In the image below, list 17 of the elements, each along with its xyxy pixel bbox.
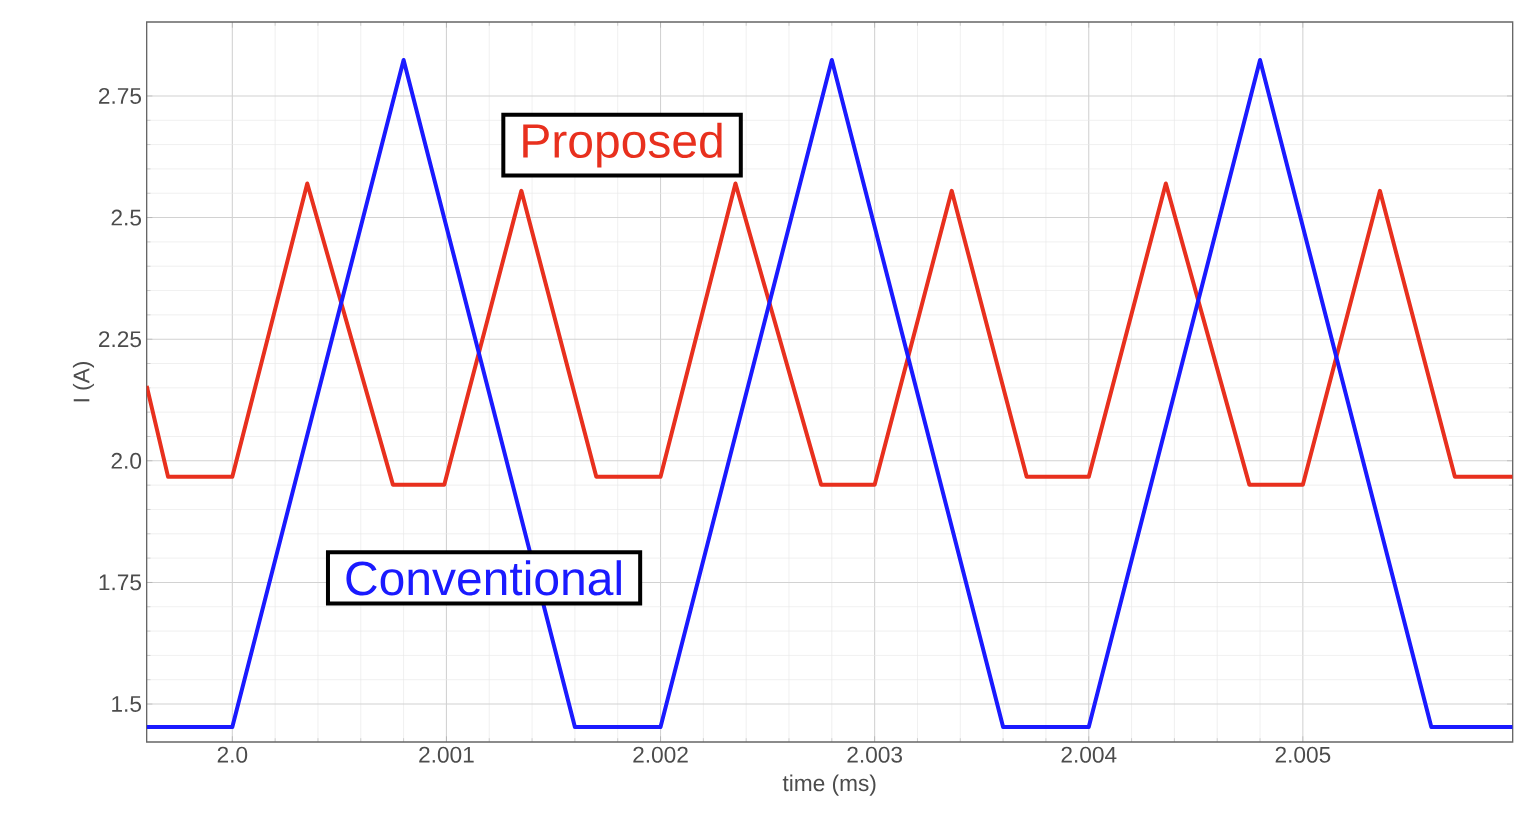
y-tick-label: 1.5 (112, 696, 142, 712)
line-series (146, 181, 1513, 487)
x-tick-label: 2.0 (217, 746, 248, 763)
y-tick-label: 2.0 (111, 452, 142, 469)
y-tick-label: 2.5 (111, 209, 142, 226)
x-axis-title: time (ms) (782, 774, 876, 796)
x-tick-label: 2.004 (1061, 746, 1117, 763)
series-label: Proposed (523, 122, 722, 168)
x-tick-label: 2.003 (847, 746, 902, 763)
series-label: Conventional (346, 560, 621, 596)
x-tick-label: 2.005 (1275, 746, 1331, 763)
y-axis-title: I (A) (72, 362, 95, 402)
y-tick-label: 1.75 (99, 574, 141, 591)
x-tick-label: 2.001 (419, 746, 474, 763)
y-tick-label: 2.25 (99, 331, 141, 348)
x-tick-label: 2.002 (633, 746, 688, 763)
y-tick-label: 2.75 (99, 87, 141, 104)
